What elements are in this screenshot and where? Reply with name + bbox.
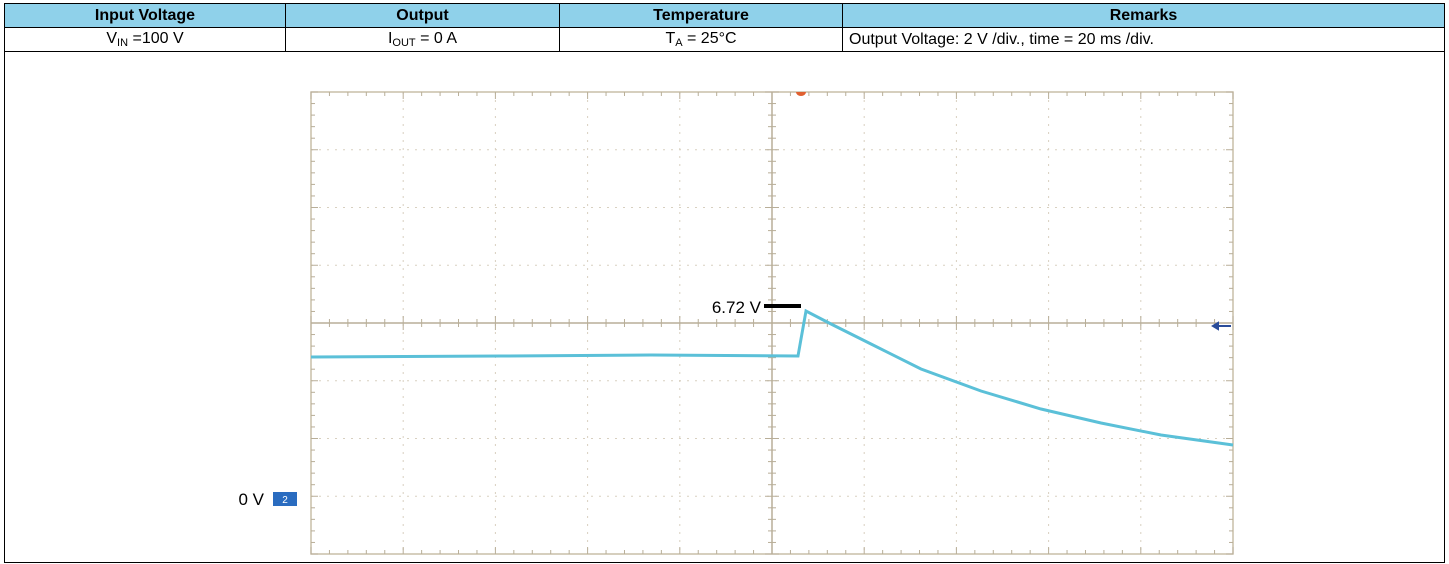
waveform — [310, 308, 1234, 447]
cell: VIN =100 V — [4, 27, 286, 52]
image-cell: 6.72 V 0 V 2 — [4, 51, 1445, 563]
subscript: OUT — [392, 37, 416, 49]
text: =100 V — [128, 30, 184, 47]
trigger-marker — [796, 92, 806, 96]
trigger-arrow — [1211, 321, 1231, 331]
header-row: Input Voltage Output Temperature Remarks — [4, 3, 1445, 28]
header-cell: Output — [285, 3, 560, 28]
channel-label: 2 — [282, 495, 288, 506]
cell: IOUT = 0 A — [285, 27, 560, 52]
test-table: Input Voltage Output Temperature Remarks… — [4, 3, 1445, 563]
cell: TA = 25°C — [559, 27, 843, 52]
cell: Output Voltage: 2 V /div., time = 20 ms … — [842, 27, 1445, 52]
scope-grid — [310, 91, 1234, 555]
header-cell: Remarks — [842, 3, 1445, 28]
text: Output Voltage: 2 V /div., time = 20 ms … — [849, 30, 1154, 48]
text: T — [665, 30, 676, 47]
text: = 25°C — [682, 30, 737, 47]
header-cell: Temperature — [559, 3, 843, 28]
text: I — [387, 30, 393, 47]
text: V — [106, 30, 118, 47]
channel-marker — [273, 492, 297, 506]
text: = 0 A — [415, 30, 458, 47]
data-row: VIN =100 V IOUT = 0 A TA = 25°C Output V… — [4, 27, 1445, 52]
scope-image: 6.72 V 0 V 2 — [238, 91, 1234, 555]
peak-label: 6.72 V — [712, 298, 762, 317]
image-row: 6.72 V 0 V 2 — [4, 51, 1445, 563]
ground-label: 0 V — [238, 490, 264, 509]
subscript: IN — [117, 37, 129, 49]
peak-marker — [764, 304, 801, 308]
header-cell: Input Voltage — [4, 3, 286, 28]
subscript: A — [675, 37, 683, 49]
